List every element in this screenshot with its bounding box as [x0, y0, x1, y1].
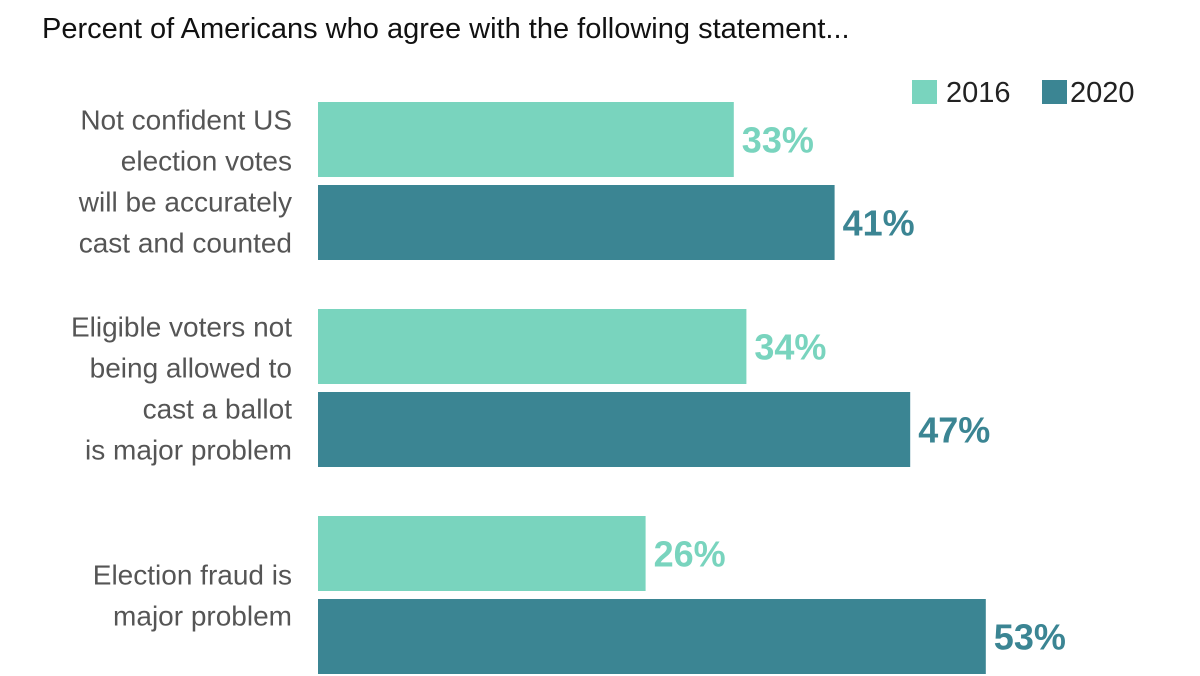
category-label-1-line-3: will be accurately: [78, 187, 292, 218]
legend-swatch-2016: [912, 80, 937, 104]
value-labels: 33% 41% 34% 47% 26% 53%: [654, 120, 1066, 658]
chart-title: Percent of Americans who agree with the …: [42, 13, 850, 45]
value-label-2016-3: 26%: [654, 534, 726, 575]
category-labels: Not confident US election votes will be ac…: [71, 105, 292, 632]
category-label-1-line-2: election votes: [121, 146, 292, 177]
value-label-2020-2: 47%: [918, 410, 990, 451]
category-label-1-line-1: Not confident US: [80, 105, 292, 136]
bar-2016-3: [318, 516, 646, 591]
category-label-2-line-1: Eligible voters not: [71, 312, 292, 343]
legend-label-2016: 2016: [946, 77, 1011, 109]
legend: 2016 2020: [912, 77, 1135, 109]
bar-2020-1: [318, 185, 835, 260]
value-label-2020-1: 41%: [843, 203, 915, 244]
category-label-3-line-2: major problem: [113, 601, 292, 632]
value-label-2016-2: 34%: [754, 327, 826, 368]
category-label-2-line-3: cast a ballot: [143, 394, 293, 425]
legend-swatch-2020: [1042, 80, 1067, 104]
category-label-1-line-4: cast and counted: [79, 228, 292, 259]
category-label-3-line-1: Election fraud is: [93, 560, 292, 591]
bar-2016-1: [318, 102, 734, 177]
bar-2020-2: [318, 392, 911, 467]
bars: [318, 102, 986, 674]
category-label-2-line-4: is major problem: [85, 435, 292, 466]
value-label-2020-3: 53%: [994, 617, 1066, 658]
legend-label-2020: 2020: [1070, 77, 1135, 109]
bar-2016-2: [318, 309, 747, 384]
value-label-2016-1: 33%: [742, 120, 814, 161]
category-label-2-line-2: being allowed to: [90, 353, 292, 384]
bar-2020-3: [318, 599, 986, 674]
